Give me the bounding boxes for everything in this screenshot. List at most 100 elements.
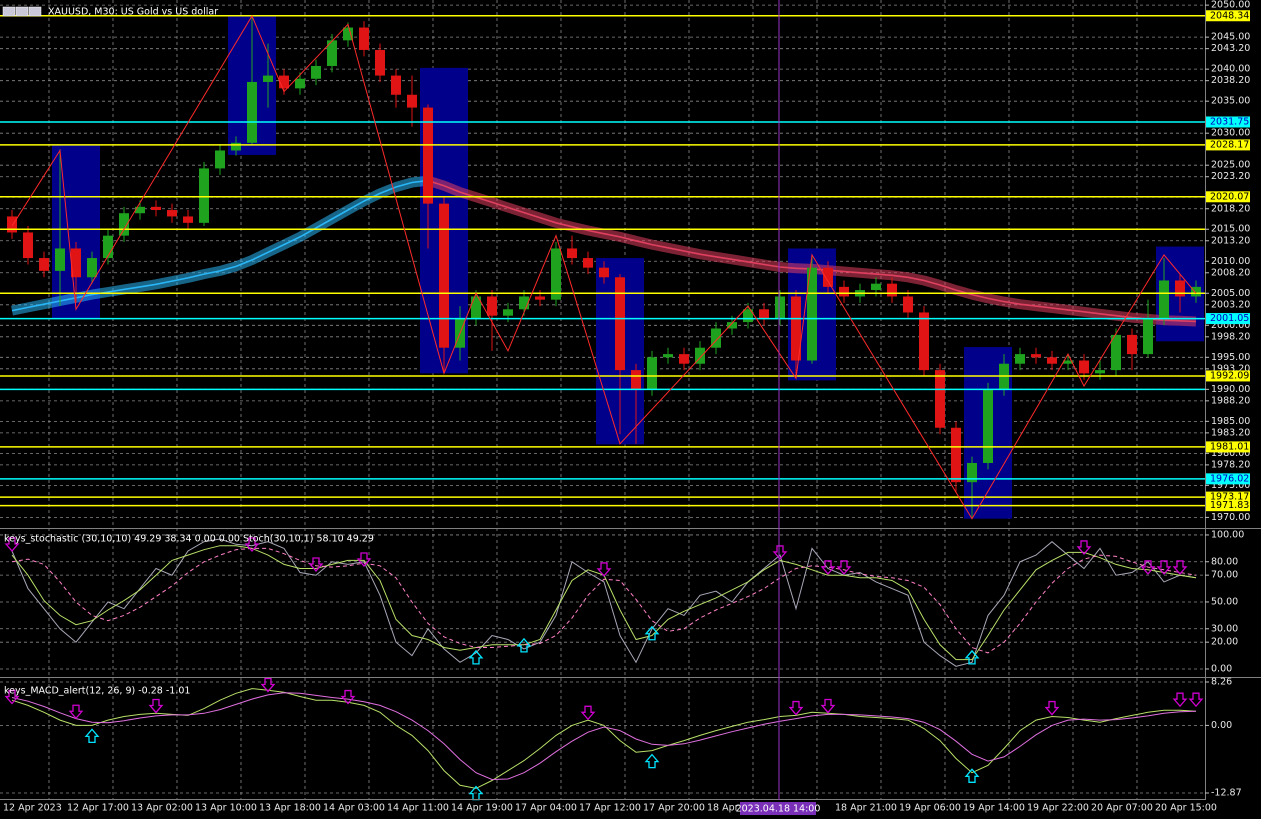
level-label: 2028.17 <box>1210 139 1249 150</box>
signal-arrow <box>468 649 484 665</box>
signal-arrow <box>1188 692 1204 708</box>
candle-body <box>567 248 577 259</box>
candle-body <box>1079 360 1089 374</box>
candle-body <box>983 389 993 463</box>
y-tick-label: 2015.00 <box>1211 224 1250 235</box>
indicator-line <box>11 547 1197 654</box>
signal-arrow <box>516 637 532 653</box>
x-tick-label: 14 Apr 03:00 <box>323 803 385 814</box>
y-tick-label: 2035.00 <box>1211 96 1250 107</box>
signal-arrow <box>836 560 852 575</box>
signal-arrow <box>1044 700 1060 716</box>
signal-arrow <box>1156 560 1172 575</box>
level-label: 2048.34 <box>1210 10 1249 21</box>
candle-body <box>615 277 625 371</box>
candle-body <box>103 235 113 259</box>
candle-body <box>1047 357 1057 364</box>
candle-body <box>935 370 945 428</box>
x-tick-label: 14 Apr 11:00 <box>387 803 449 814</box>
signal-arrow <box>596 562 612 577</box>
candle-body <box>263 75 273 82</box>
candle-body <box>583 258 593 268</box>
signal-arrow <box>964 649 980 665</box>
x-tick-label: 13 Apr 02:00 <box>131 803 193 814</box>
candle-body <box>791 296 801 361</box>
candle-body <box>391 75 401 95</box>
x-tick-label: 17 Apr 20:00 <box>643 803 705 814</box>
candle-body <box>759 309 769 319</box>
y-tick-label: 80.00 <box>1211 556 1238 567</box>
y-tick-label: 0.00 <box>1211 663 1232 674</box>
y-tick-label: 0.00 <box>1211 720 1232 731</box>
signal-arrow <box>4 537 20 553</box>
y-tick-label: 2008.20 <box>1211 267 1250 278</box>
candle-body <box>599 267 609 278</box>
signal-arrow <box>820 560 836 575</box>
y-tick-label: 8.26 <box>1211 677 1232 688</box>
y-tick-label: 1970.00 <box>1211 512 1250 523</box>
level-label: 1973.17 <box>1210 492 1249 503</box>
candle-body <box>407 94 417 108</box>
x-tick-label: 20 Apr 07:00 <box>1091 803 1153 814</box>
level-label: 1971.83 <box>1210 500 1249 511</box>
candle-body <box>951 427 961 483</box>
y-tick-label: -12.87 <box>1211 788 1242 799</box>
level-label: 1992.09 <box>1210 370 1249 381</box>
x-tick-label: 19 Apr 14:00 <box>963 803 1025 814</box>
signal-arrow <box>68 704 84 720</box>
candle-body <box>1015 354 1025 364</box>
y-tick-label: 1995.00 <box>1211 352 1250 363</box>
panel: keys_stochastic (30,10,10) 49.29 38.34 0… <box>0 534 1205 670</box>
level-label-box <box>1206 500 1250 512</box>
signal-arrow <box>1140 560 1156 575</box>
candle-body <box>311 65 321 79</box>
candle-body <box>807 267 817 361</box>
y-tick-label: 50.00 <box>1211 596 1238 607</box>
candle-body <box>135 206 145 214</box>
window-icons <box>2 6 42 17</box>
candle-body <box>7 216 17 233</box>
candle-body <box>87 258 97 278</box>
candle-body <box>967 462 977 483</box>
signal-arrow <box>308 557 324 572</box>
candle-body <box>503 309 513 316</box>
candle-body <box>39 258 49 271</box>
y-tick-label: 1980.00 <box>1211 448 1250 459</box>
signal-arrow <box>1172 560 1188 575</box>
x-tick-label: 13 Apr 18:00 <box>259 803 321 814</box>
level-label-box <box>1206 491 1250 503</box>
level-label-box <box>1206 370 1250 382</box>
candle-body <box>55 248 65 271</box>
candle-body <box>327 40 337 66</box>
y-tick-label: 2038.20 <box>1211 75 1250 86</box>
candle-body <box>695 347 705 364</box>
candle-body <box>231 142 241 151</box>
plot-layers: XAUUSD, M30: US Gold vs US dollar keys_st… <box>0 0 1205 801</box>
signal-arrow <box>244 537 260 553</box>
y-tick-label: 2023.20 <box>1211 171 1250 182</box>
x-tick-label: 17 Apr 12:00 <box>579 803 641 814</box>
candle-body <box>279 75 289 89</box>
candle-body <box>183 216 193 223</box>
y-tick-label: 2005.00 <box>1211 288 1250 299</box>
candle-body <box>551 248 561 300</box>
x-tick-label: 18 Apr 21:00 <box>835 803 897 814</box>
panel-title: XAUUSD, M30: US Gold vs US dollar <box>48 7 218 18</box>
panel-title: keys_stochastic (30,10,10) 49.29 38.34 0… <box>4 534 374 545</box>
y-tick-label: 1978.20 <box>1211 459 1250 470</box>
candle-body <box>1031 354 1041 358</box>
candle-body <box>71 248 81 278</box>
x-tick-label: 19 Apr 06:00 <box>899 803 961 814</box>
signal-arrow <box>964 768 980 783</box>
y-tick-label: 2010.00 <box>1211 256 1250 267</box>
signal-arrow <box>644 625 660 641</box>
indicator-line <box>11 538 1197 667</box>
candle-body <box>1143 318 1153 355</box>
candle-body <box>647 357 657 390</box>
candle-body <box>199 168 209 223</box>
candle-body <box>423 107 433 204</box>
candle-body <box>1127 334 1137 355</box>
candle-body <box>471 296 481 319</box>
y-tick-label: 1975.00 <box>1211 480 1250 491</box>
